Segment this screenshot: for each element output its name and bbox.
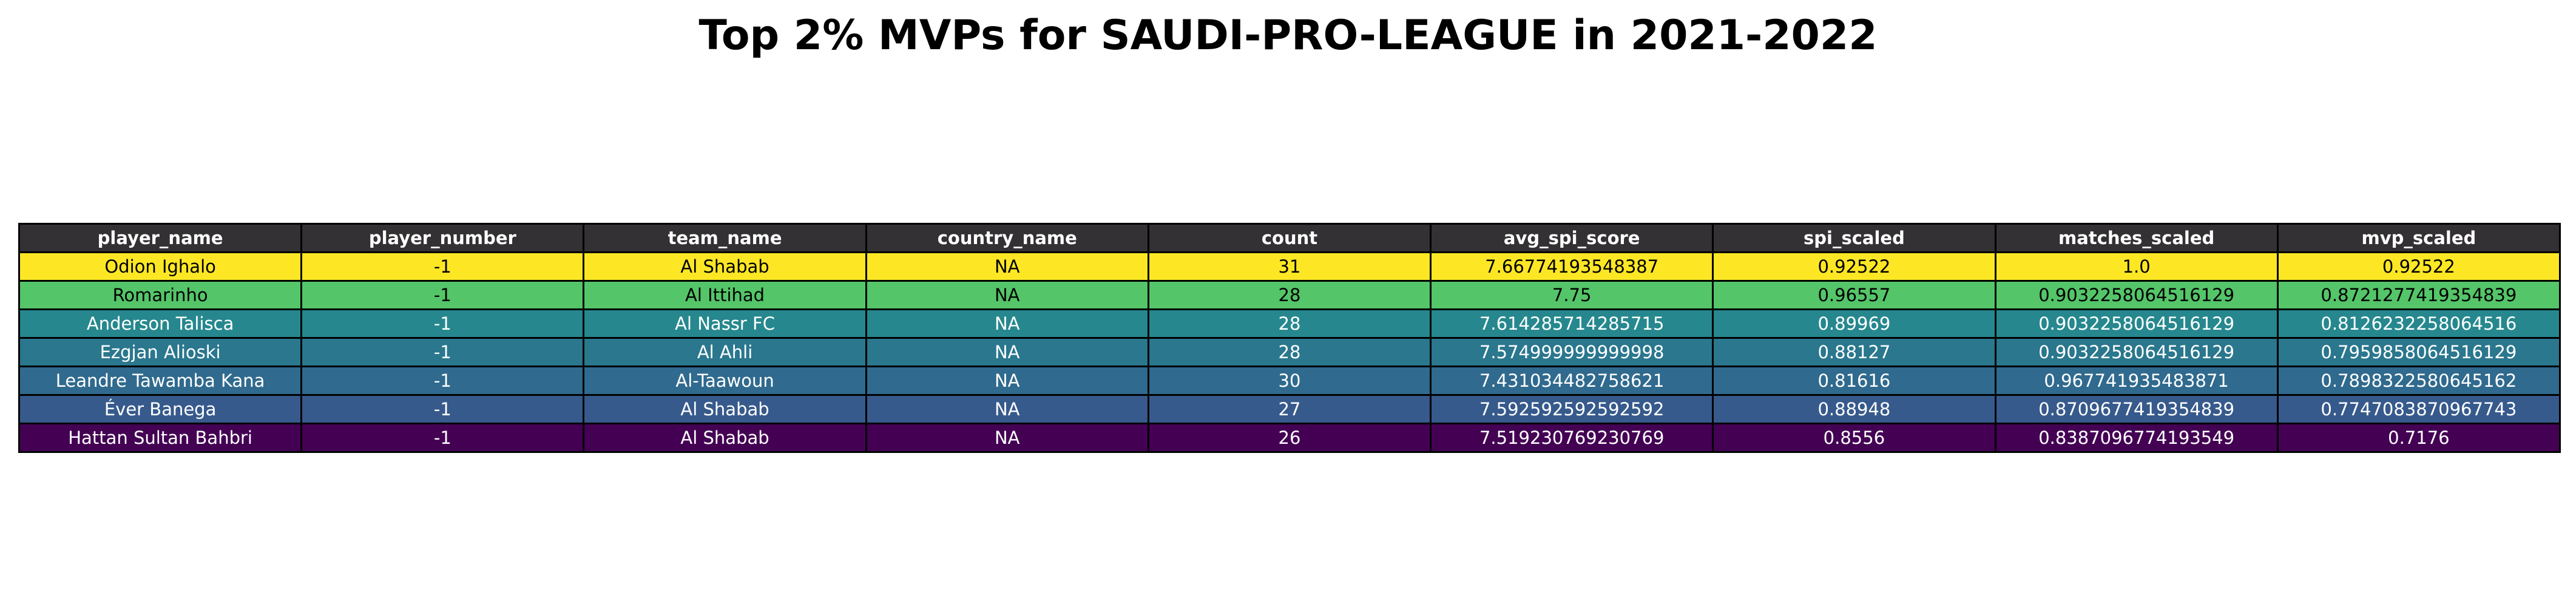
- table-body: Odion Ighalo -1 Al Shabab NA 31 7.66774193548…: [18, 251, 2561, 453]
- cell-matches-scaled: 0.9032258064516129: [1994, 308, 2279, 339]
- cell-avg-spi-score: 7.66774193548387: [1430, 251, 1714, 282]
- column-header-country-name: country_name: [865, 223, 1149, 253]
- cell-spi-scaled: 0.81616: [1712, 366, 1996, 396]
- chart-title: Top 2% MVPs for SAUDI-PRO-LEAGUE in 2021…: [698, 12, 1878, 60]
- cell-spi-scaled: 0.89969: [1712, 308, 1996, 339]
- cell-country-name: NA: [865, 337, 1149, 367]
- table-row: Hattan Sultan Bahbri -1 Al Shabab NA 26 7.519…: [18, 423, 2561, 453]
- table-row: Ezgjan Alioski -1 Al Ahli NA 28 7.57499999999…: [18, 337, 2561, 367]
- cell-player-name: Anderson Talisca: [18, 308, 303, 339]
- cell-spi-scaled: 0.88948: [1712, 394, 1996, 424]
- cell-spi-scaled: 0.92522: [1712, 251, 1996, 282]
- column-header-matches-scaled: matches_scaled: [1994, 223, 2279, 253]
- cell-player-number: -1: [300, 308, 585, 339]
- cell-player-number: -1: [300, 366, 585, 396]
- cell-player-name: Leandre Tawamba Kana: [18, 366, 303, 396]
- cell-team-name: Al Shabab: [583, 251, 867, 282]
- cell-spi-scaled: 0.88127: [1712, 337, 1996, 367]
- table-row: Romarinho -1 Al Ittihad NA 28 7.75 0.96557 0.90…: [18, 280, 2561, 310]
- header-row: player_name player_number team_name country…: [18, 223, 2561, 253]
- cell-player-name: Romarinho: [18, 280, 303, 310]
- cell-player-name: Éver Banega: [18, 394, 303, 424]
- cell-team-name: Al Ahli: [583, 337, 867, 367]
- cell-matches-scaled: 0.9032258064516129: [1994, 280, 2279, 310]
- cell-count: 28: [1147, 337, 1432, 367]
- cell-avg-spi-score: 7.614285714285715: [1430, 308, 1714, 339]
- table-row: Leandre Tawamba Kana -1 Al-Taawoun NA 30 7.43…: [18, 366, 2561, 396]
- cell-matches-scaled: 0.9032258064516129: [1994, 337, 2279, 367]
- cell-avg-spi-score: 7.75: [1430, 280, 1714, 310]
- column-header-player-number: player_number: [300, 223, 585, 253]
- cell-player-number: -1: [300, 251, 585, 282]
- cell-country-name: NA: [865, 394, 1149, 424]
- cell-player-number: -1: [300, 423, 585, 453]
- column-header-count: count: [1147, 223, 1432, 253]
- cell-matches-scaled: 1.0: [1994, 251, 2279, 282]
- cell-avg-spi-score: 7.574999999999998: [1430, 337, 1714, 367]
- cell-avg-spi-score: 7.519230769230769: [1430, 423, 1714, 453]
- cell-mvp-scaled: 0.92522: [2276, 251, 2561, 282]
- cell-count: 28: [1147, 308, 1432, 339]
- cell-avg-spi-score: 7.592592592592592: [1430, 394, 1714, 424]
- cell-player-number: -1: [300, 280, 585, 310]
- cell-count: 31: [1147, 251, 1432, 282]
- cell-team-name: Al-Taawoun: [583, 366, 867, 396]
- cell-count: 30: [1147, 366, 1432, 396]
- mvp-table: player_name player_number team_name country…: [18, 223, 2561, 453]
- cell-team-name: Al Shabab: [583, 423, 867, 453]
- cell-team-name: Al Nassr FC: [583, 308, 867, 339]
- cell-player-number: -1: [300, 394, 585, 424]
- cell-spi-scaled: 0.96557: [1712, 280, 1996, 310]
- cell-matches-scaled: 0.8387096774193549: [1994, 423, 2279, 453]
- cell-count: 27: [1147, 394, 1432, 424]
- cell-avg-spi-score: 7.431034482758621: [1430, 366, 1714, 396]
- column-header-player-name: player_name: [18, 223, 303, 253]
- cell-mvp-scaled: 0.8126232258064516: [2276, 308, 2561, 339]
- cell-count: 26: [1147, 423, 1432, 453]
- column-header-team-name: team_name: [583, 223, 867, 253]
- cell-mvp-scaled: 0.7959858064516129: [2276, 337, 2561, 367]
- cell-team-name: Al Shabab: [583, 394, 867, 424]
- cell-country-name: NA: [865, 366, 1149, 396]
- cell-spi-scaled: 0.8556: [1712, 423, 1996, 453]
- column-header-mvp-scaled: mvp_scaled: [2276, 223, 2561, 253]
- cell-player-name: Odion Ighalo: [18, 251, 303, 282]
- cell-mvp-scaled: 0.7747083870967743: [2276, 394, 2561, 424]
- table-row: Éver Banega -1 Al Shabab NA 27 7.592592592592…: [18, 394, 2561, 424]
- cell-mvp-scaled: 0.8721277419354839: [2276, 280, 2561, 310]
- cell-mvp-scaled: 0.7898322580645162: [2276, 366, 2561, 396]
- table-row: Anderson Talisca -1 Al Nassr FC NA 28 7.61428…: [18, 308, 2561, 339]
- cell-country-name: NA: [865, 308, 1149, 339]
- cell-player-number: -1: [300, 337, 585, 367]
- cell-matches-scaled: 0.8709677419354839: [1994, 394, 2279, 424]
- table-row: Odion Ighalo -1 Al Shabab NA 31 7.66774193548…: [18, 251, 2561, 282]
- cell-country-name: NA: [865, 423, 1149, 453]
- cell-mvp-scaled: 0.7176: [2276, 423, 2561, 453]
- cell-team-name: Al Ittihad: [583, 280, 867, 310]
- cell-matches-scaled: 0.967741935483871: [1994, 366, 2279, 396]
- cell-country-name: NA: [865, 251, 1149, 282]
- column-header-avg-spi-score: avg_spi_score: [1430, 223, 1714, 253]
- cell-player-name: Ezgjan Alioski: [18, 337, 303, 367]
- column-header-spi-scaled: spi_scaled: [1712, 223, 1996, 253]
- cell-player-name: Hattan Sultan Bahbri: [18, 423, 303, 453]
- cell-count: 28: [1147, 280, 1432, 310]
- cell-country-name: NA: [865, 280, 1149, 310]
